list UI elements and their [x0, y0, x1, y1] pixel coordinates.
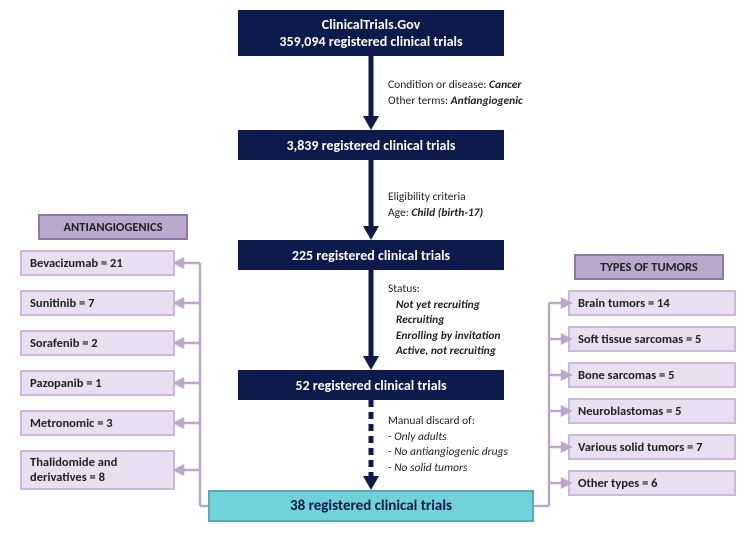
arrow-2-3 — [360, 160, 382, 242]
flow-node-4: 52 registered clinical trials — [238, 370, 504, 400]
flow-node-3: 225 registered clinical trials — [238, 240, 504, 270]
right-item-3-text: Neuroblastomas = 5 — [578, 404, 682, 419]
annot4-l1: Manual discard of: — [388, 414, 475, 428]
right-item-2: Bone sarcomas = 5 — [568, 362, 736, 388]
right-item-2-text: Bone sarcomas = 5 — [578, 368, 674, 383]
flow-node-5-text: 38 registered clinical trials — [290, 497, 452, 515]
right-item-1-text: Soft tissue sarcomas = 5 — [578, 332, 701, 347]
left-item-5-text: Thalidomide and derivatives = 8 — [30, 455, 165, 485]
annot4-v1: - Only adults — [388, 430, 447, 444]
left-connectors — [175, 250, 215, 512]
left-item-1: Sunitinib = 7 — [20, 290, 175, 316]
annot2-v2: Child (birth-17) — [411, 206, 483, 220]
arrow-3-4 — [360, 270, 382, 372]
annotation-2: Eligibility criteria Age: Child (birth-1… — [388, 190, 483, 221]
annot3-v2: Recruiting — [396, 313, 445, 327]
arrow-1-2 — [360, 56, 382, 132]
annot1-v2: Antiangiogenic — [451, 94, 523, 108]
left-item-5: Thalidomide and derivatives = 8 — [20, 450, 175, 490]
annot4-v3: - No solid tumors — [388, 461, 467, 475]
annot1-l1: Condition or disease: — [388, 78, 486, 92]
annot3-v1: Not yet recruiting — [396, 298, 480, 312]
right-item-4-text: Various solid tumors = 7 — [578, 440, 702, 455]
left-item-0: Bevacizumab = 21 — [20, 250, 175, 276]
annot2-l1: Eligibility criteria — [388, 190, 466, 204]
annotation-1: Condition or disease: Cancer Other terms… — [388, 78, 523, 109]
annotation-4: Manual discard of: - Only adults - No an… — [388, 414, 508, 476]
annot4-v2: - No antiangiogenic drugs — [388, 445, 508, 459]
annotation-3: Status: Not yet recruiting Recruiting En… — [388, 282, 501, 360]
right-item-4: Various solid tumors = 7 — [568, 434, 736, 460]
left-item-4-text: Metronomic = 3 — [30, 416, 113, 431]
left-item-4: Metronomic = 3 — [20, 410, 175, 436]
left-item-3: Pazopanib = 1 — [20, 370, 175, 396]
left-item-1-text: Sunitinib = 7 — [30, 296, 94, 311]
left-item-3-text: Pazopanib = 1 — [30, 376, 102, 391]
right-item-0-text: Brain tumors = 14 — [578, 296, 670, 311]
right-item-1: Soft tissue sarcomas = 5 — [568, 326, 736, 352]
left-header-text: ANTIANGIOGENICS — [63, 220, 162, 235]
right-item-3: Neuroblastomas = 5 — [568, 398, 736, 424]
left-item-0-text: Bevacizumab = 21 — [30, 256, 123, 271]
flow-node-3-text: 225 registered clinical trials — [292, 247, 450, 264]
left-header: ANTIANGIOGENICS — [38, 214, 188, 240]
arrow-4-5-dashed — [360, 400, 382, 492]
annot3-l1: Status: — [388, 282, 420, 296]
flow-node-1-line1: ClinicalTrials.Gov — [322, 16, 420, 33]
annot1-v1: Cancer — [489, 78, 521, 92]
flow-node-4-text: 52 registered clinical trials — [295, 377, 446, 394]
right-header-text: TYPES OF TUMORS — [600, 260, 698, 275]
annot1-l2: Other terms: — [388, 94, 448, 108]
right-item-5-text: Other types = 6 — [578, 476, 658, 491]
flow-node-1-line2: 359,094 registered clinical trials — [279, 33, 462, 50]
flow-node-2: 3,839 registered clinical trials — [238, 130, 504, 160]
flow-node-5: 38 registered clinical trials — [208, 490, 534, 522]
flow-node-1: ClinicalTrials.Gov 359,094 registered cl… — [238, 10, 504, 56]
right-header: TYPES OF TUMORS — [574, 254, 724, 280]
annot3-v3: Enrolling by invitation — [396, 329, 501, 343]
left-item-2: Sorafenib = 2 — [20, 330, 175, 356]
annot3-v4: Active, not recruiting — [396, 344, 496, 358]
annot2-l2: Age: — [388, 206, 409, 220]
right-item-5: Other types = 6 — [568, 470, 736, 496]
left-item-2-text: Sorafenib = 2 — [30, 336, 98, 351]
flow-node-2-text: 3,839 registered clinical trials — [287, 137, 456, 154]
right-item-0: Brain tumors = 14 — [568, 290, 736, 316]
